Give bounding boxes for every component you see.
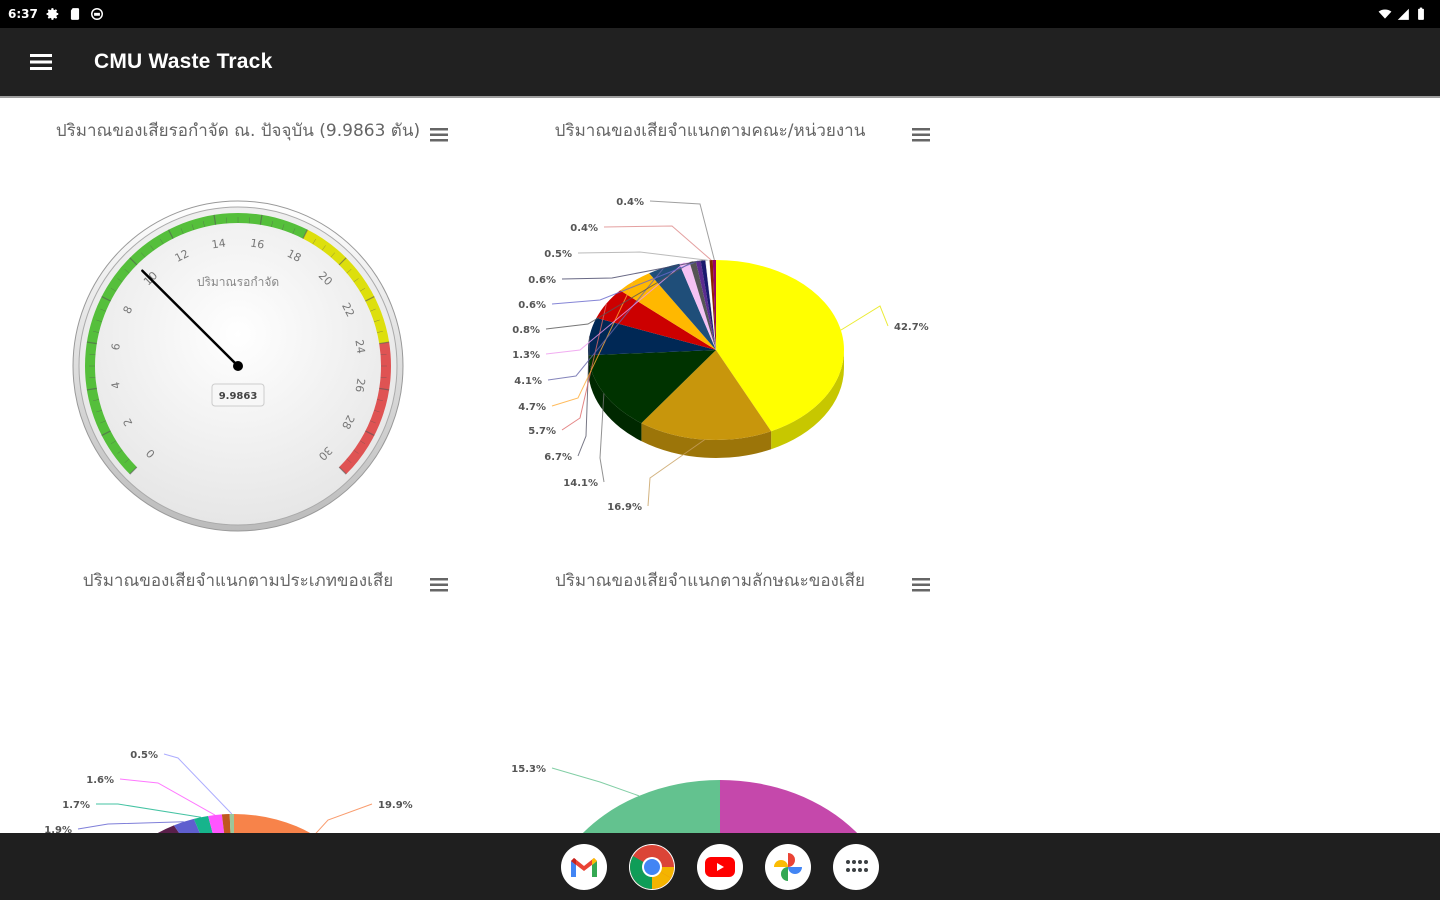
chart-context-menu-icon[interactable] <box>428 124 450 146</box>
settings-icon <box>46 8 59 20</box>
svg-text:42.7%: 42.7% <box>894 322 929 333</box>
gauge-chart: 024681012141618202224262830ปริมาณรอกำจัด… <box>72 200 404 532</box>
svg-text:16: 16 <box>249 237 265 252</box>
youtube-icon <box>705 856 735 877</box>
dock-app-chrome[interactable] <box>629 843 675 890</box>
svg-text:4.7%: 4.7% <box>518 402 546 413</box>
photos-icon <box>774 852 802 881</box>
svg-text:1.9%: 1.9% <box>44 825 72 833</box>
signal-icon <box>1397 8 1409 20</box>
svg-text:ปริมาณรอกำจัด: ปริมาณรอกำจัด <box>197 275 279 289</box>
svg-text:12: 12 <box>173 247 191 265</box>
wifi-icon <box>1378 9 1392 19</box>
svg-text:0.6%: 0.6% <box>528 275 556 286</box>
dock-app-gmail[interactable] <box>561 843 607 890</box>
pie-faculty-chart: 42.7% 16.9% 14.1% 6.7% 5.7% 4.7% 4.1% 1.3% 0.8% 0… <box>512 197 929 513</box>
gmail-icon <box>571 857 597 877</box>
chart-context-menu-icon[interactable] <box>910 124 932 146</box>
svg-text:26: 26 <box>352 377 367 393</box>
pie-type-card: ปริมาณของเสียจำแนกตามประเภทของเสีย 19.9%… <box>18 568 498 833</box>
svg-text:1.7%: 1.7% <box>62 800 90 811</box>
svg-text:14: 14 <box>211 237 227 252</box>
svg-text:14.1%: 14.1% <box>563 478 598 489</box>
pie-character-card: ปริมาณของเสียจำแนกตามลักษณะของเสีย 15.3% <box>500 568 980 833</box>
svg-text:9.9863: 9.9863 <box>219 391 258 402</box>
svg-text:0.4%: 0.4% <box>616 197 644 208</box>
taskbar-dock <box>0 833 1440 900</box>
app-bar: CMU Waste Track <box>0 28 1440 98</box>
svg-text:15.3%: 15.3% <box>511 764 546 775</box>
svg-text:1.3%: 1.3% <box>512 350 540 361</box>
svg-text:4.1%: 4.1% <box>514 376 542 387</box>
svg-text:24: 24 <box>352 339 367 355</box>
dashboard-content[interactable]: ปริมาณของเสียรอกำจัด ณ. ปัจจุบัน (9.9863… <box>0 100 1440 833</box>
status-bar: 6:37 <box>0 0 1440 28</box>
chart-context-menu-icon[interactable] <box>428 574 450 596</box>
dock-app-youtube[interactable] <box>697 843 743 890</box>
svg-text:0.4%: 0.4% <box>570 223 598 234</box>
navigation-drawer-button[interactable] <box>22 42 62 82</box>
svg-text:6: 6 <box>109 342 123 351</box>
pie-type-chart: 19.9%16.0%3.1%3.2%2.9%2.8%1.9%1.7%1.6%0.… <box>44 750 413 833</box>
status-time: 6:37 <box>8 7 38 21</box>
svg-text:1.6%: 1.6% <box>86 775 114 786</box>
dock-app-drawer[interactable] <box>833 843 879 890</box>
svg-text:28: 28 <box>339 413 357 431</box>
svg-text:0.5%: 0.5% <box>544 249 572 260</box>
pie-faculty-card: ปริมาณของเสียจำแนกตามคณะ/หน่วยงาน 42.7% 1… <box>500 118 980 568</box>
svg-text:19.9%: 19.9% <box>378 800 413 811</box>
vpn-icon <box>90 8 103 20</box>
pie-character-chart: 15.3% <box>511 764 858 833</box>
battery-icon <box>1418 7 1424 20</box>
svg-text:0.8%: 0.8% <box>512 325 540 336</box>
hamburger-menu-icon <box>30 54 52 70</box>
app-drawer-icon <box>846 859 868 872</box>
gauge-chart-title: ปริมาณของเสียรอกำจัด ณ. ปัจจุบัน (9.9863… <box>55 121 421 141</box>
svg-text:0.6%: 0.6% <box>518 300 546 311</box>
svg-text:18: 18 <box>285 247 303 265</box>
dock-app-photos[interactable] <box>765 843 811 890</box>
pie-type-chart-title: ปริมาณของเสียจำแนกตามประเภทของเสีย <box>82 571 394 591</box>
svg-text:4: 4 <box>109 381 123 390</box>
svg-text:16.9%: 16.9% <box>607 502 642 513</box>
sd-card-icon <box>70 8 79 20</box>
pie-faculty-chart-title: ปริมาณของเสียจำแนกตามคณะ/หน่วยงาน <box>554 121 866 141</box>
svg-text:6.7%: 6.7% <box>544 452 572 463</box>
chrome-icon <box>630 844 674 889</box>
svg-text:0.5%: 0.5% <box>130 750 158 761</box>
chart-context-menu-icon[interactable] <box>910 574 932 596</box>
svg-text:22: 22 <box>339 301 357 319</box>
pie-character-chart-title: ปริมาณของเสียจำแนกตามลักษณะของเสีย <box>555 571 865 591</box>
svg-text:5.7%: 5.7% <box>528 426 556 437</box>
gauge-card: ปริมาณของเสียรอกำจัด ณ. ปัจจุบัน (9.9863… <box>18 118 498 568</box>
app-title: CMU Waste Track <box>94 50 273 73</box>
